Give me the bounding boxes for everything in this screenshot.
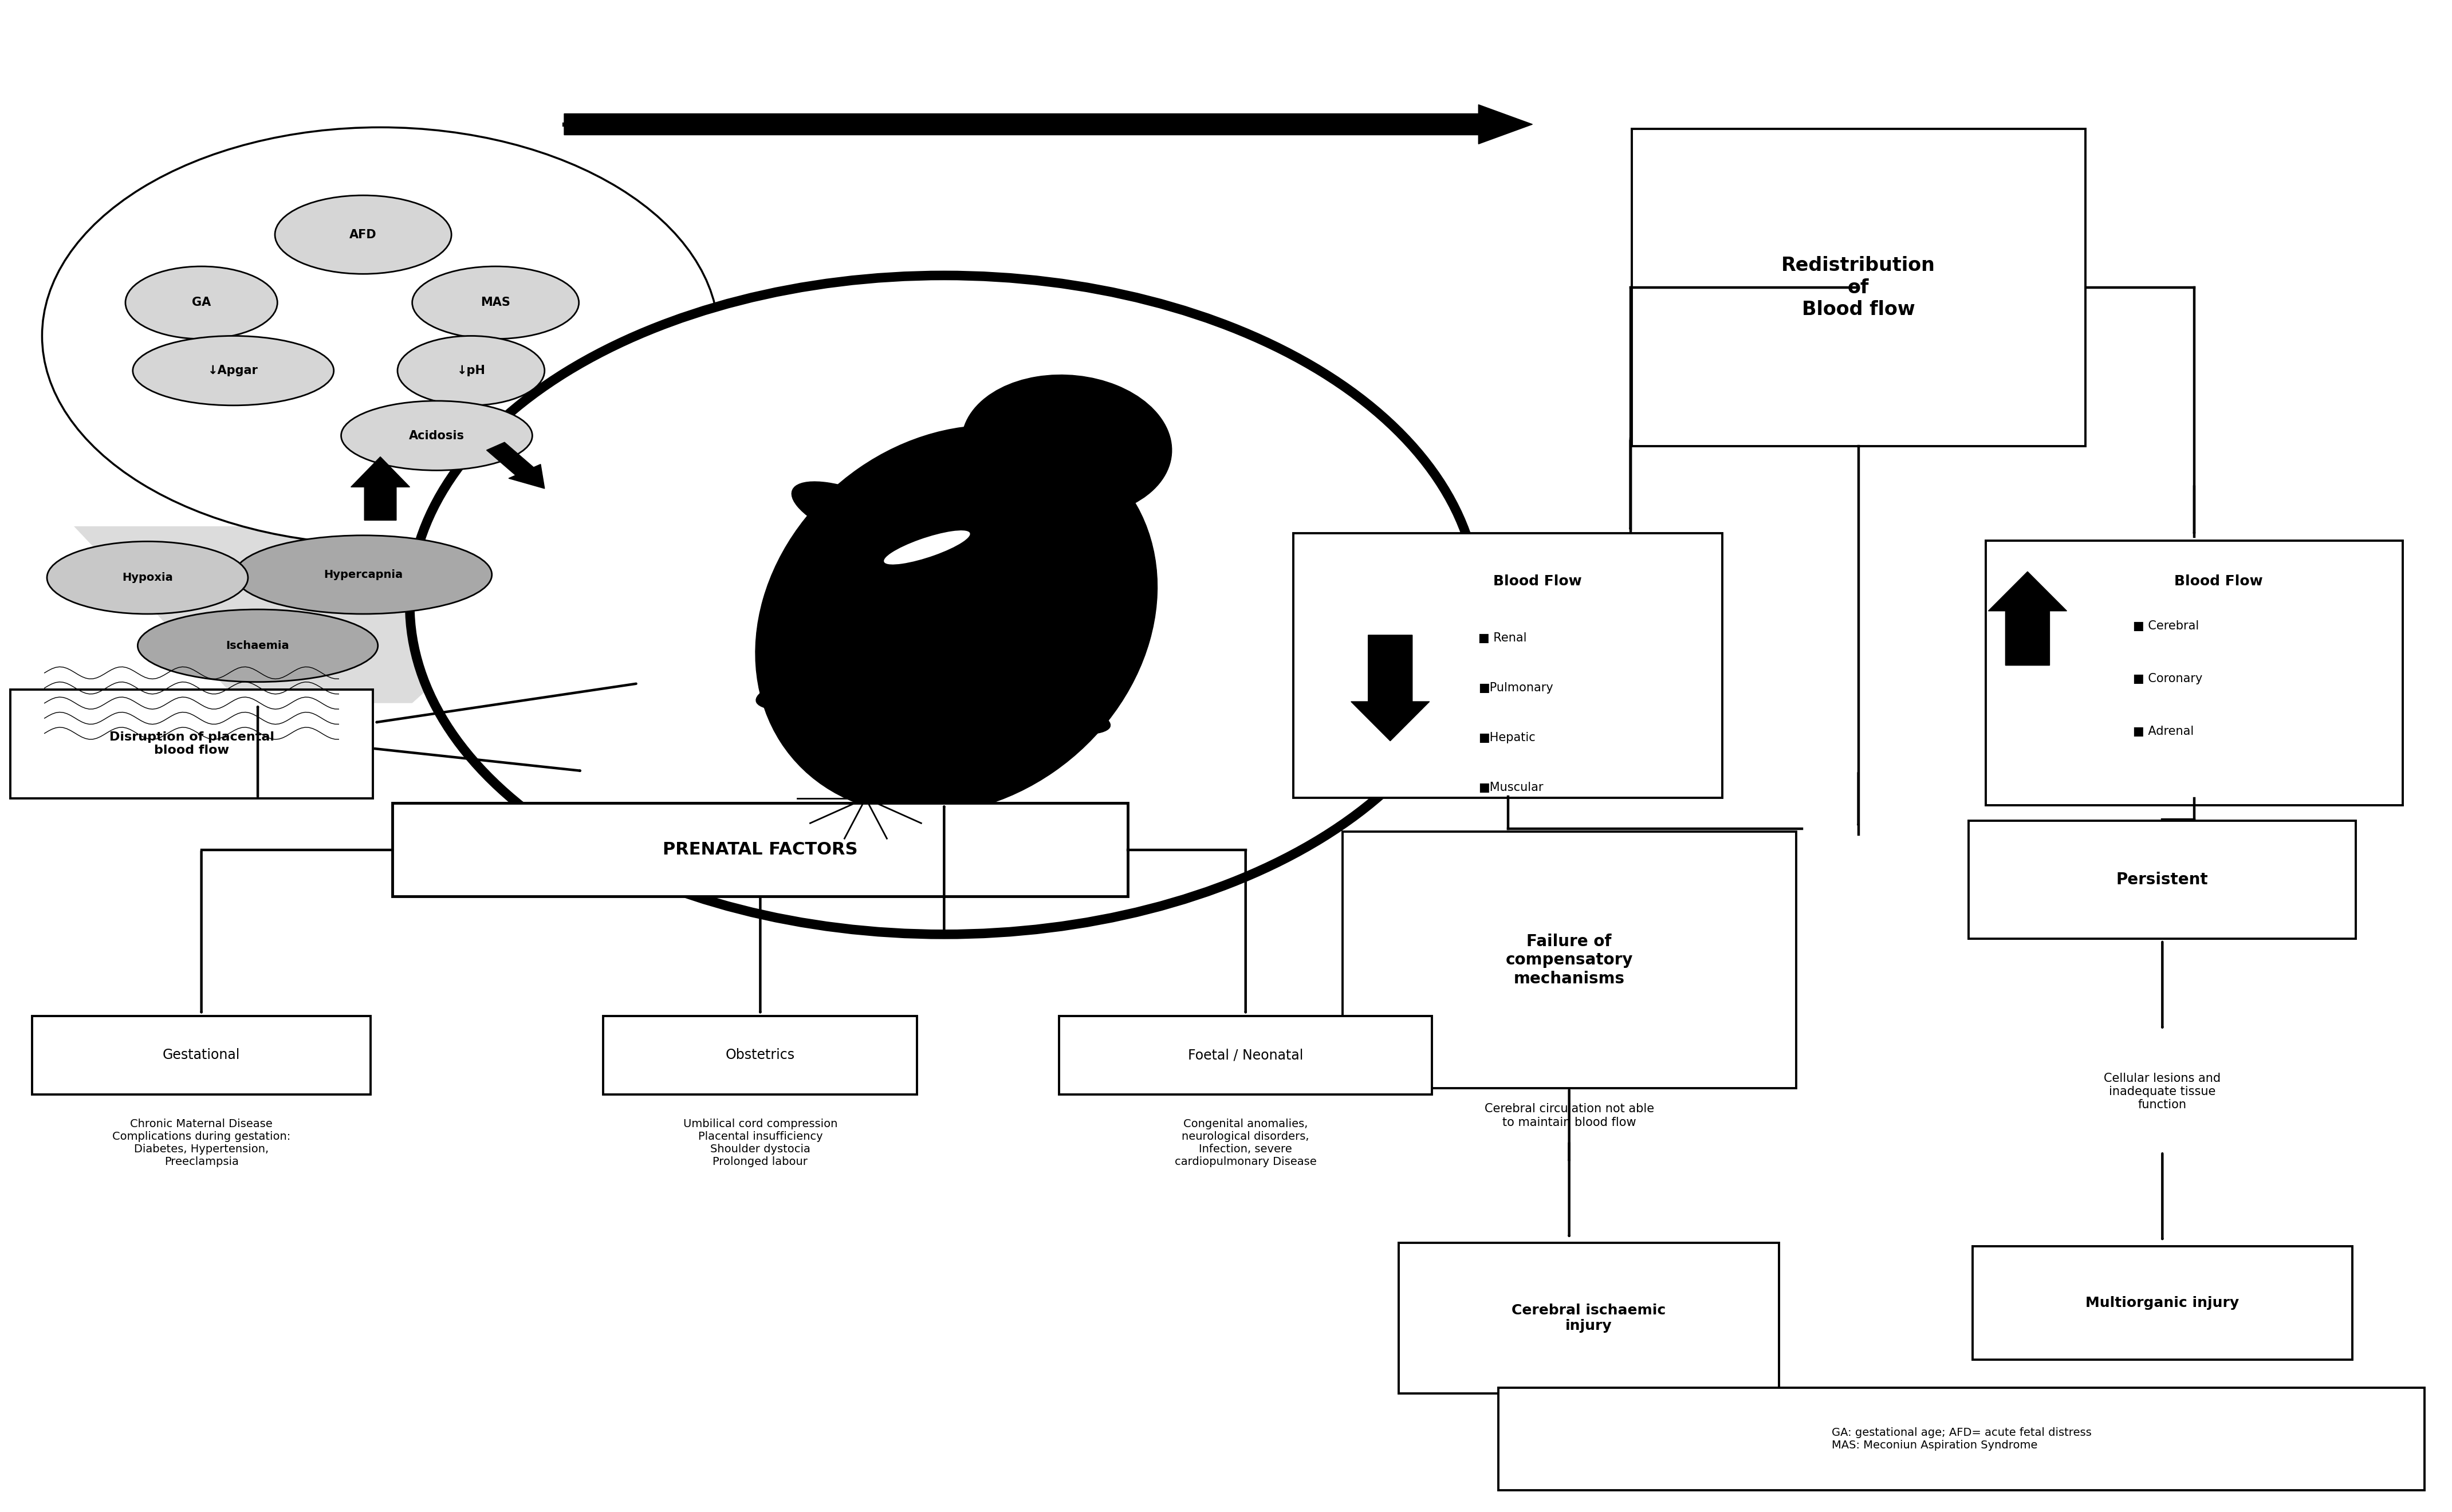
Ellipse shape [125, 266, 277, 339]
Text: Hypercapnia: Hypercapnia [324, 569, 402, 581]
Ellipse shape [397, 336, 544, 405]
Text: GA: gestational age; AFD= acute fetal distress
MAS: Meconiun Aspiration Syndrome: GA: gestational age; AFD= acute fetal di… [1832, 1427, 2092, 1452]
FancyBboxPatch shape [1292, 534, 1721, 797]
Circle shape [42, 127, 718, 544]
Text: AFD: AFD [351, 228, 378, 240]
Text: Congenital anomalies,
neurological disorders,
Infection, severe
cardiopulmonary : Congenital anomalies, neurological disor… [1175, 1119, 1317, 1167]
Text: Acidosis: Acidosis [409, 429, 463, 442]
Text: Hypoxia: Hypoxia [123, 572, 174, 584]
Text: GA: GA [191, 296, 211, 308]
FancyBboxPatch shape [1969, 821, 2356, 939]
Text: Gestational: Gestational [162, 1048, 240, 1061]
FancyArrow shape [564, 104, 1532, 144]
Ellipse shape [47, 541, 248, 614]
Text: ■ Adrenal: ■ Adrenal [2133, 726, 2195, 738]
FancyBboxPatch shape [1398, 1243, 1778, 1394]
Text: Disruption of placental
blood flow: Disruption of placental blood flow [108, 732, 275, 756]
Circle shape [409, 275, 1479, 934]
FancyBboxPatch shape [603, 1016, 917, 1095]
Ellipse shape [883, 531, 971, 564]
FancyBboxPatch shape [1498, 1388, 2425, 1491]
FancyArrow shape [485, 442, 544, 488]
Text: ■Pulmonary: ■Pulmonary [1479, 682, 1555, 694]
Ellipse shape [412, 266, 579, 339]
Text: Obstetrics: Obstetrics [726, 1048, 794, 1061]
FancyBboxPatch shape [1986, 541, 2403, 804]
Text: Cerebral circulation not able
to maintain blood flow: Cerebral circulation not able to maintai… [1483, 1104, 1655, 1128]
Text: Chronic Maternal Disease
Complications during gestation:
Diabetes, Hypertension,: Chronic Maternal Disease Complications d… [113, 1119, 289, 1167]
FancyBboxPatch shape [1341, 832, 1795, 1089]
Text: Umbilical cord compression
Placental insufficiency
Shoulder dystocia
Prolonged l: Umbilical cord compression Placental ins… [684, 1119, 839, 1167]
Text: ↓Apgar: ↓Apgar [208, 364, 257, 376]
Text: ↓pH: ↓pH [456, 364, 485, 376]
Text: ■ Coronary: ■ Coronary [2133, 673, 2202, 685]
FancyBboxPatch shape [1631, 129, 2084, 446]
Text: ■Hepatic: ■Hepatic [1479, 732, 1535, 744]
Text: ■ Renal: ■ Renal [1479, 632, 1528, 644]
FancyArrow shape [1351, 635, 1430, 741]
Ellipse shape [755, 665, 902, 711]
FancyBboxPatch shape [32, 1016, 370, 1095]
Text: Cerebral ischaemic
injury: Cerebral ischaemic injury [1513, 1303, 1665, 1334]
Text: Multiorganic injury: Multiorganic injury [2087, 1296, 2239, 1309]
Ellipse shape [755, 425, 1157, 815]
Text: Blood Flow: Blood Flow [1493, 575, 1582, 588]
Text: PRENATAL FACTORS: PRENATAL FACTORS [662, 841, 858, 857]
Text: Ischaemia: Ischaemia [226, 640, 289, 652]
Text: Foetal / Neonatal: Foetal / Neonatal [1187, 1048, 1304, 1061]
Text: Blood Flow: Blood Flow [2175, 575, 2263, 588]
Text: MAS: MAS [481, 296, 510, 308]
Text: ■ Cerebral: ■ Cerebral [2133, 620, 2199, 632]
FancyBboxPatch shape [392, 803, 1128, 897]
Text: Cellular lesions and
inadequate tissue
function: Cellular lesions and inadequate tissue f… [2104, 1072, 2222, 1110]
Ellipse shape [137, 609, 378, 682]
Text: Failure of
compensatory
mechanisms: Failure of compensatory mechanisms [1506, 933, 1633, 987]
Polygon shape [74, 526, 608, 703]
FancyBboxPatch shape [10, 689, 373, 798]
Text: Persistent: Persistent [2116, 872, 2209, 888]
Ellipse shape [235, 535, 493, 614]
Ellipse shape [792, 482, 915, 547]
Text: ■Muscular: ■Muscular [1479, 782, 1542, 794]
Text: Redistribution
of
Blood flow: Redistribution of Blood flow [1783, 256, 1935, 319]
FancyBboxPatch shape [1059, 1016, 1432, 1095]
Ellipse shape [275, 195, 451, 274]
FancyArrow shape [351, 457, 409, 520]
Ellipse shape [341, 401, 532, 470]
FancyArrow shape [1989, 572, 2067, 665]
FancyBboxPatch shape [1971, 1246, 2351, 1359]
Ellipse shape [132, 336, 333, 405]
Ellipse shape [973, 692, 1111, 735]
Ellipse shape [961, 375, 1172, 517]
